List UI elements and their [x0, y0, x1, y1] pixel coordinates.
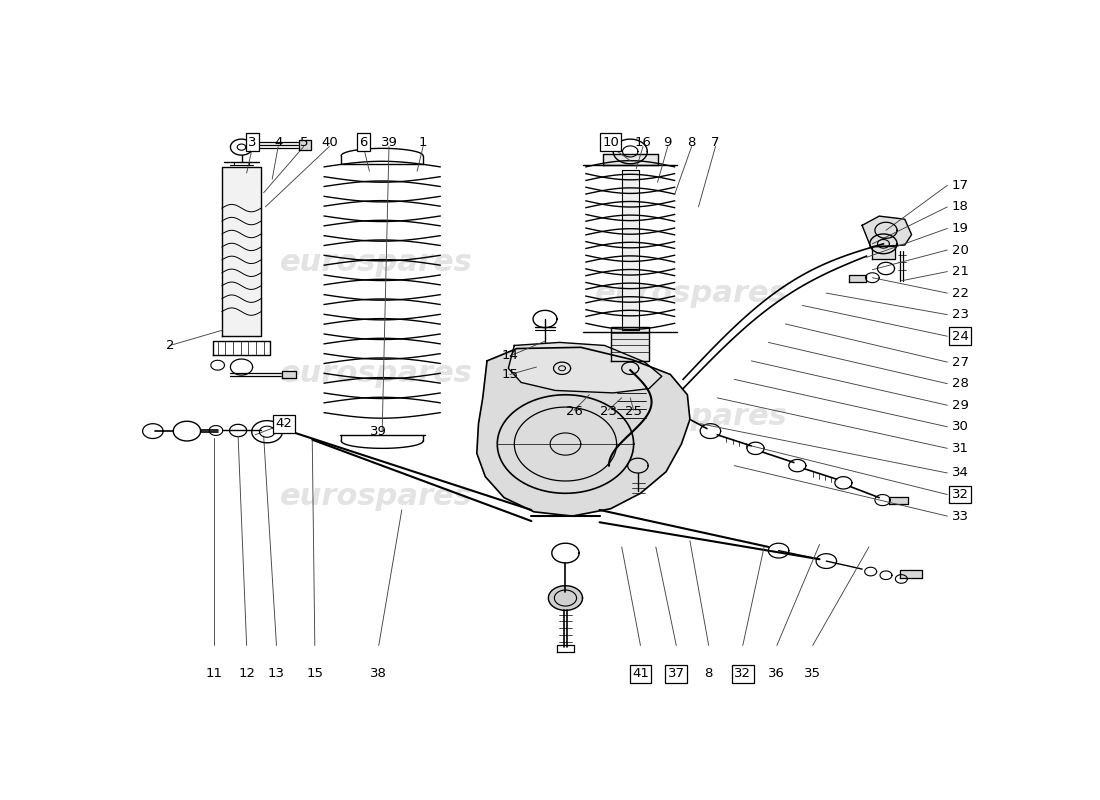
Text: 38: 38 — [371, 667, 387, 680]
Text: eurospares: eurospares — [595, 402, 788, 431]
Text: 32: 32 — [952, 488, 969, 501]
Text: 1: 1 — [419, 136, 427, 149]
Polygon shape — [849, 274, 867, 282]
Text: 35: 35 — [804, 667, 822, 680]
Polygon shape — [283, 370, 296, 378]
Text: 39: 39 — [371, 426, 387, 438]
Text: 37: 37 — [668, 667, 685, 680]
Text: 4: 4 — [274, 136, 283, 149]
Text: 39: 39 — [381, 136, 397, 149]
Text: 2: 2 — [166, 339, 174, 352]
Polygon shape — [862, 216, 912, 247]
Polygon shape — [872, 246, 894, 258]
Text: 36: 36 — [769, 667, 785, 680]
Text: 27: 27 — [952, 356, 969, 369]
Text: 29: 29 — [952, 398, 968, 412]
Polygon shape — [508, 342, 662, 393]
Text: 10: 10 — [602, 136, 619, 149]
Text: 8: 8 — [688, 136, 696, 149]
Text: 21: 21 — [952, 265, 969, 278]
Text: 22: 22 — [952, 286, 969, 300]
Text: 6: 6 — [360, 136, 367, 149]
Polygon shape — [901, 570, 922, 578]
Text: 7: 7 — [712, 136, 719, 149]
Text: eurospares: eurospares — [595, 278, 788, 308]
Text: 12: 12 — [238, 667, 255, 680]
Polygon shape — [476, 347, 690, 516]
Text: 15: 15 — [306, 667, 323, 680]
Text: 23: 23 — [600, 405, 617, 418]
Text: 14: 14 — [502, 350, 518, 362]
Text: 16: 16 — [635, 136, 651, 149]
Text: 3: 3 — [249, 136, 256, 149]
Text: 23: 23 — [952, 308, 969, 321]
Text: eurospares: eurospares — [279, 482, 473, 511]
Polygon shape — [299, 140, 310, 150]
Text: 40: 40 — [321, 136, 338, 149]
Polygon shape — [890, 497, 909, 505]
Text: 15: 15 — [502, 368, 518, 381]
Text: 9: 9 — [663, 136, 672, 149]
Text: 20: 20 — [952, 243, 968, 257]
Text: 11: 11 — [206, 667, 222, 680]
Text: 31: 31 — [952, 442, 969, 455]
Text: 19: 19 — [952, 222, 968, 235]
Polygon shape — [549, 586, 583, 610]
Text: 8: 8 — [704, 667, 713, 680]
Polygon shape — [213, 341, 270, 354]
Text: 25: 25 — [625, 405, 642, 418]
Text: 18: 18 — [952, 200, 968, 214]
Polygon shape — [612, 327, 649, 361]
Text: 34: 34 — [952, 466, 968, 479]
Text: eurospares: eurospares — [279, 248, 473, 277]
Text: 17: 17 — [952, 179, 969, 192]
Text: 41: 41 — [632, 667, 649, 680]
Polygon shape — [222, 167, 261, 336]
Text: 24: 24 — [952, 330, 968, 342]
Text: 42: 42 — [276, 418, 293, 430]
Text: 32: 32 — [735, 667, 751, 680]
Text: 5: 5 — [299, 136, 308, 149]
Text: eurospares: eurospares — [279, 358, 473, 388]
Polygon shape — [557, 646, 574, 652]
Polygon shape — [603, 154, 658, 165]
Text: 33: 33 — [952, 510, 969, 522]
Polygon shape — [621, 170, 639, 330]
Text: 26: 26 — [565, 405, 582, 418]
Text: 30: 30 — [952, 420, 968, 434]
Text: 28: 28 — [952, 377, 968, 390]
Text: 13: 13 — [268, 667, 285, 680]
